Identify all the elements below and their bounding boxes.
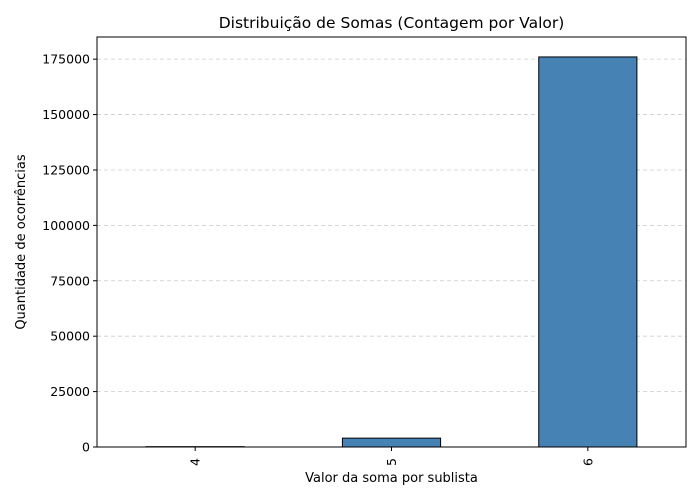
bars-layer [146, 57, 637, 447]
x-axis-label: Valor da soma por sublista [305, 471, 478, 486]
y-axis-label: Quantidade de ocorrências [14, 154, 29, 330]
y-tick-label: 75000 [50, 273, 90, 288]
bar-5 [342, 438, 440, 447]
x-tick-label: 4 [188, 458, 203, 466]
y-tick-label: 0 [82, 440, 90, 455]
y-tick-label: 150000 [42, 107, 90, 122]
y-tick-label: 100000 [42, 218, 90, 233]
x-tick-label: 5 [384, 458, 399, 466]
y-tick-label: 125000 [42, 162, 90, 177]
x-tick-label: 6 [580, 458, 595, 466]
ticks-layer: 0 25000 50000 75000 100000 125000 150000 175000… [42, 52, 595, 466]
y-tick-label: 50000 [50, 329, 90, 344]
y-tick-label: 175000 [42, 52, 90, 67]
y-tick-label: 25000 [50, 384, 90, 399]
chart-title: Distribuição de Somas (Contagem por Valo… [219, 14, 565, 32]
bar-6 [539, 57, 637, 447]
